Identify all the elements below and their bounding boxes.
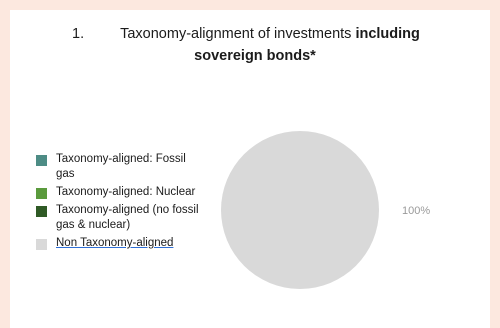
legend-swatch: [36, 188, 47, 199]
legend-label: Taxonomy-aligned: Fossil gas: [56, 153, 186, 180]
legend-item-nuclear: Taxonomy-aligned: Nuclear: [36, 185, 206, 200]
legend-swatch: [36, 155, 47, 166]
legend-label: Taxonomy-aligned: Nuclear: [56, 186, 196, 198]
legend-swatch: [36, 206, 47, 217]
title-bold-2: sovereign bonds*: [194, 48, 316, 64]
legend-swatch: [36, 239, 47, 250]
chart-title: 1. Taxonomy-alignment of investments inc…: [60, 23, 450, 67]
legend-item-fossil-gas: Taxonomy-aligned: Fossil gas: [36, 152, 206, 182]
title-text: Taxonomy-alignment of investments: [120, 26, 356, 42]
legend-label: Taxonomy-aligned (no fossil gas & nuclea…: [56, 204, 199, 231]
pie-slice: [221, 131, 379, 289]
legend-label: Non Taxonomy-aligned: [56, 237, 174, 249]
legend-item-other-aligned: Taxonomy-aligned (no fossil gas & nuclea…: [36, 203, 206, 233]
slice-data-label: 100%: [402, 205, 430, 217]
title-bold-1: including: [355, 26, 420, 42]
legend-item-non-aligned: Non Taxonomy-aligned: [36, 236, 206, 251]
legend: Taxonomy-aligned: Fossil gas Taxonomy-al…: [36, 152, 206, 254]
title-number: 1.: [72, 26, 85, 42]
